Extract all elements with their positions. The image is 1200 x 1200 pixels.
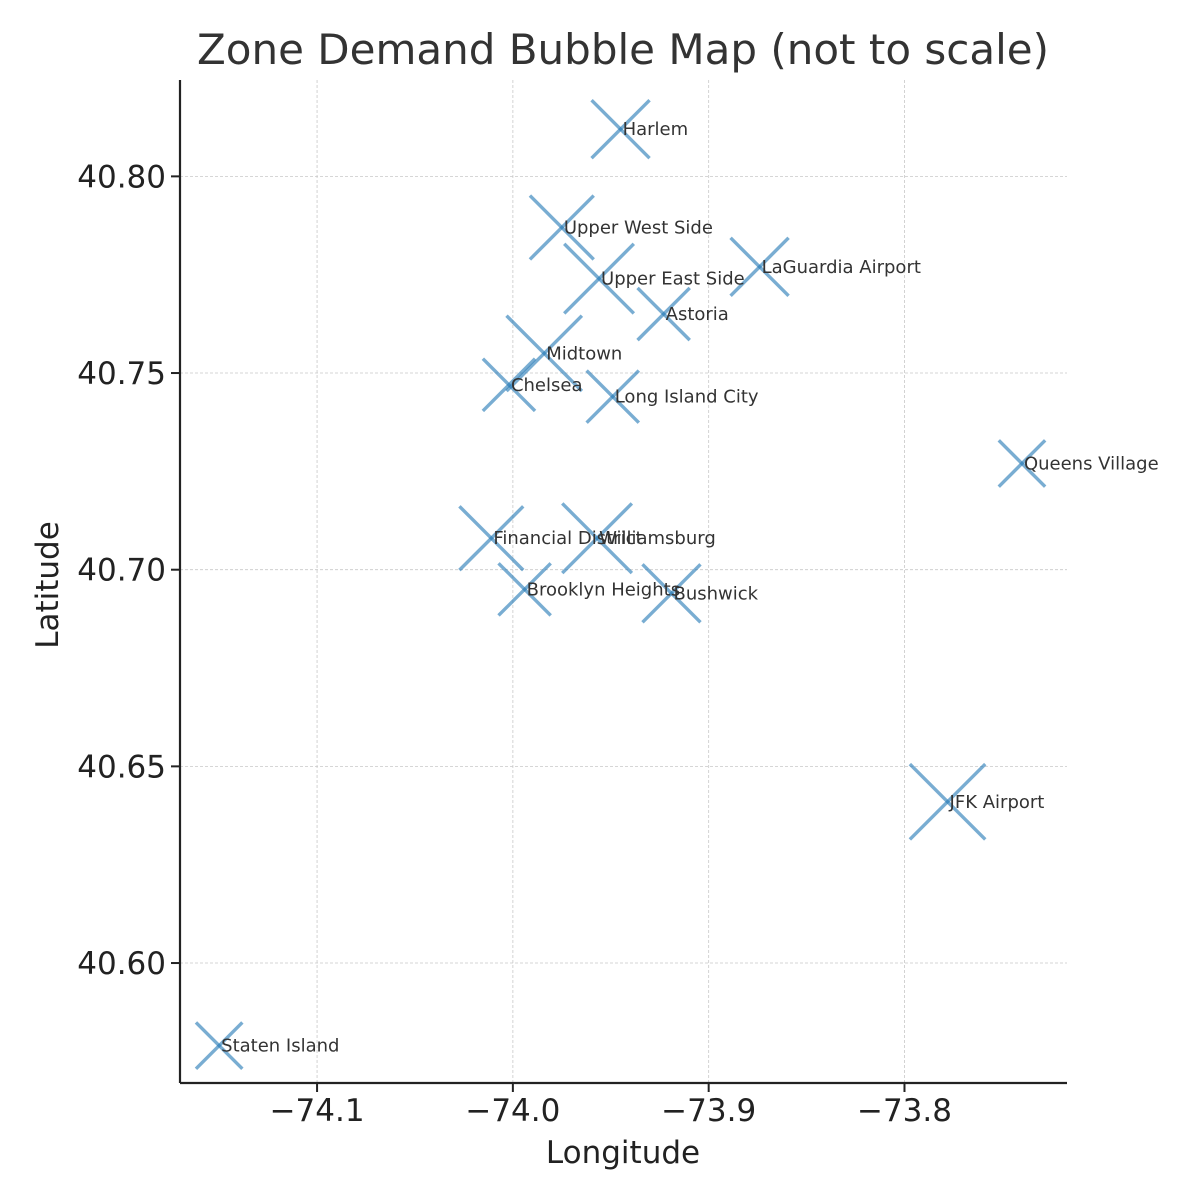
data-point-marker (729, 236, 790, 298)
point-labels: Harlem Upper West Side Upper East Side LaGu… (221, 119, 1158, 1056)
data-point-marker (505, 314, 584, 393)
plot-markers (194, 98, 1047, 1071)
x-tick-label: −73.8 (857, 1093, 952, 1129)
data-point-label: Upper West Side (564, 218, 713, 239)
marker-stroke (636, 286, 691, 342)
data-point-marker (636, 286, 691, 342)
data-point-marker (585, 369, 641, 424)
marker-stroke (497, 562, 552, 617)
y-tick-label: 40.65 (77, 749, 166, 785)
data-point-label: Midtown (546, 343, 622, 364)
marker-stroke (458, 505, 525, 572)
data-point-marker (997, 439, 1047, 488)
data-point-label: Chelsea (511, 375, 583, 396)
data-point-label: Queens Village (1024, 454, 1159, 475)
marker-stroke (194, 1021, 244, 1071)
y-tick-label: 40.80 (77, 159, 166, 195)
data-point-label: Williamsburg (599, 528, 716, 549)
x-tick-label: −74.0 (465, 1093, 560, 1129)
data-point-label: Staten Island (221, 1036, 339, 1057)
grid (180, 80, 1067, 1083)
y-tick-label: 40.70 (77, 553, 166, 589)
data-point-marker (590, 98, 651, 160)
x-axis-label: Longitude (546, 1135, 700, 1171)
x-tick-label: −74.1 (270, 1093, 365, 1129)
data-point-label: JFK Airport (949, 792, 1045, 813)
marker-stroke (528, 194, 595, 261)
data-point-label: Astoria (666, 304, 729, 325)
y-tick-label: 40.75 (77, 356, 166, 392)
marker-stroke (505, 314, 584, 393)
data-point-label: Financial District (493, 528, 642, 549)
data-point-marker (563, 242, 636, 315)
y-tick-label: 40.60 (77, 946, 166, 982)
ticks: −74.1 −74.0 −73.9 −73.8 40.60 40.65 40.70 40.75… (77, 159, 952, 1129)
data-point-label: Brooklyn Heights (527, 579, 680, 600)
data-point-label: Bushwick (673, 583, 758, 604)
marker-stroke (997, 439, 1047, 488)
y-axis-label: Latitude (30, 521, 66, 649)
data-point-marker (497, 562, 552, 617)
marker-stroke (590, 98, 651, 160)
data-point-marker (528, 194, 595, 261)
data-point-label: Long Island City (615, 387, 759, 408)
data-point-marker (194, 1021, 244, 1071)
marker-stroke (641, 563, 702, 624)
chart-title: Zone Demand Bubble Map (not to scale) (197, 25, 1049, 74)
marker-stroke (729, 236, 790, 298)
data-point-label: Harlem (623, 119, 689, 140)
data-point-label: Upper East Side (601, 269, 745, 290)
marker-stroke (908, 762, 987, 841)
marker-stroke (561, 502, 634, 575)
marker-stroke (481, 357, 537, 413)
data-point-marker (561, 502, 634, 575)
data-point-marker (481, 357, 537, 413)
data-point-marker (641, 563, 702, 624)
data-point-marker (458, 505, 525, 572)
axes (178, 80, 1067, 1085)
marker-stroke (563, 242, 636, 315)
data-point-marker (908, 762, 987, 841)
x-tick-label: −73.9 (661, 1093, 756, 1129)
marker-stroke (585, 369, 641, 424)
data-point-label: LaGuardia Airport (762, 257, 921, 278)
